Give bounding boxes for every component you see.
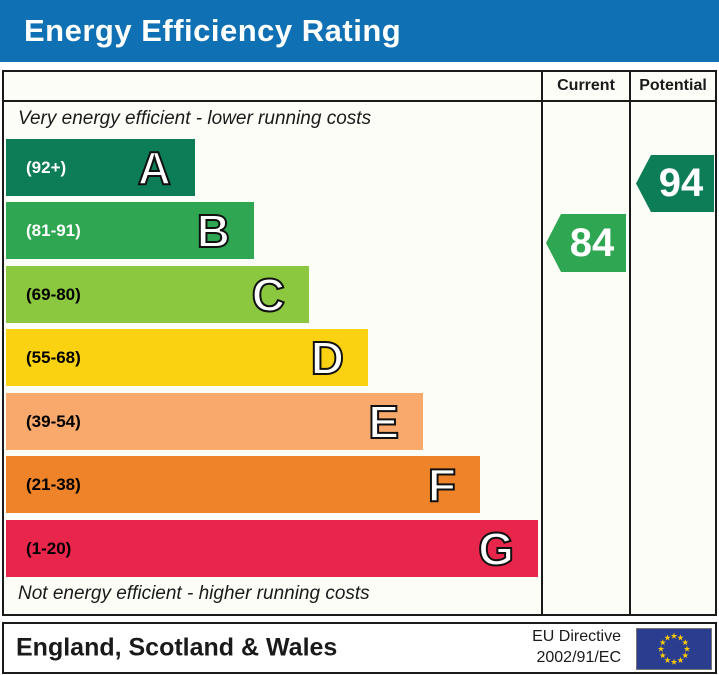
band-b-letter: B bbox=[196, 204, 231, 257]
band-e: (39-54) E bbox=[6, 393, 423, 450]
band-d: (55-68) D bbox=[6, 329, 368, 386]
potential-rating-value: 94 bbox=[658, 161, 704, 205]
eu-flag-icon bbox=[636, 628, 712, 670]
caption-very-efficient: Very energy efficient - lower running co… bbox=[18, 108, 372, 129]
eu-directive-line2: 2002/91/EC bbox=[536, 649, 621, 666]
column-header-current: Current bbox=[557, 77, 615, 94]
region-label: England, Scotland & Wales bbox=[16, 633, 338, 662]
potential-rating-arrow: 94 bbox=[636, 155, 714, 212]
band-f: (21-38) F bbox=[6, 456, 480, 513]
rating-table: Current Potential Very energy efficient … bbox=[2, 70, 717, 616]
band-a-range: (92+) bbox=[26, 157, 67, 177]
eu-directive-line1: EU Directive bbox=[532, 628, 621, 646]
band-f-range: (21-38) bbox=[26, 474, 81, 494]
band-f-letter: F bbox=[427, 458, 457, 511]
band-d-range: (55-68) bbox=[26, 347, 81, 367]
band-c-range: (69-80) bbox=[26, 284, 81, 304]
title-bar: Energy Efficiency Rating bbox=[0, 0, 719, 62]
band-g-range: (1-20) bbox=[26, 538, 72, 558]
column-divider-potential bbox=[629, 72, 631, 614]
footer-bar: England, Scotland & Wales EU Directive 2… bbox=[2, 622, 717, 674]
band-c-letter: C bbox=[251, 268, 286, 321]
band-g-letter: G bbox=[477, 522, 515, 575]
band-g: (1-20) G bbox=[6, 520, 538, 577]
current-rating-arrow: 84 bbox=[546, 214, 626, 272]
page-title: Energy Efficiency Rating bbox=[24, 13, 402, 48]
band-e-range: (39-54) bbox=[26, 411, 81, 431]
band-a: (92+) A bbox=[6, 139, 195, 196]
caption-not-efficient: Not energy efficient - higher running co… bbox=[18, 583, 370, 604]
eu-directive-label: EU Directive 2002/91/EC bbox=[532, 627, 621, 669]
band-b-range: (81-91) bbox=[26, 220, 81, 240]
band-a-letter: A bbox=[137, 141, 172, 194]
header-divider bbox=[4, 100, 715, 102]
band-e-letter: E bbox=[367, 395, 400, 448]
column-divider-current bbox=[541, 72, 543, 614]
column-header-potential: Potential bbox=[639, 77, 707, 94]
band-c: (69-80) C bbox=[6, 266, 309, 323]
band-d-letter: D bbox=[310, 331, 345, 384]
current-rating-value: 84 bbox=[569, 220, 615, 265]
band-b: (81-91) B bbox=[6, 202, 254, 259]
